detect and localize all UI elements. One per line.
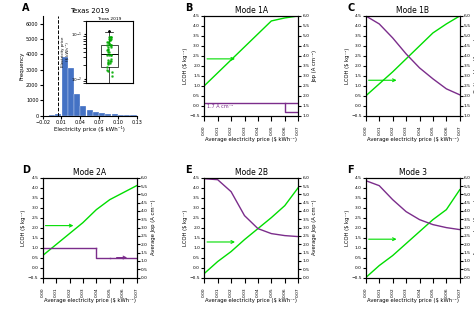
Title: Mode 2B: Mode 2B: [235, 168, 268, 177]
Title: Mode 3: Mode 3: [399, 168, 427, 177]
Text: A: A: [22, 3, 29, 13]
Bar: [124, 115, 130, 116]
Title: Mode 2A: Mode 2A: [73, 168, 106, 177]
Bar: [68, 68, 74, 116]
Text: D: D: [22, 165, 30, 175]
Y-axis label: LCOH ($ kg⁻¹): LCOH ($ kg⁻¹): [345, 48, 350, 84]
Title: Mode 1B: Mode 1B: [396, 6, 429, 15]
Bar: [80, 106, 86, 116]
Bar: [93, 112, 99, 116]
Title: Texas 2019: Texas 2019: [70, 8, 109, 14]
X-axis label: Electricity price ($ kWh⁻¹): Electricity price ($ kWh⁻¹): [54, 126, 125, 132]
Text: E: E: [185, 165, 192, 175]
Y-axis label: LCOH ($ kg⁻¹): LCOH ($ kg⁻¹): [21, 209, 27, 246]
Text: 1.7 A cm⁻²: 1.7 A cm⁻²: [207, 104, 233, 109]
Bar: [105, 114, 111, 116]
Y-axis label: Average Jop (A cm⁻²): Average Jop (A cm⁻²): [151, 200, 155, 256]
Y-axis label: Average Jop (A cm⁻²): Average Jop (A cm⁻²): [312, 200, 317, 256]
Bar: [87, 110, 93, 116]
Text: B: B: [185, 3, 193, 13]
Y-axis label: Jop (A cm⁻²): Jop (A cm⁻²): [312, 50, 317, 82]
Y-axis label: Frequency: Frequency: [19, 52, 25, 80]
Bar: [118, 115, 124, 116]
Bar: [99, 113, 105, 116]
Title: Mode 1A: Mode 1A: [235, 6, 268, 15]
Y-axis label: LCOH ($ kg⁻¹): LCOH ($ kg⁻¹): [345, 209, 350, 246]
Text: F: F: [347, 165, 354, 175]
X-axis label: Average electricity price ($ kWh⁻¹): Average electricity price ($ kWh⁻¹): [205, 137, 297, 142]
Y-axis label: LCOH ($ kg⁻¹): LCOH ($ kg⁻¹): [183, 48, 188, 84]
X-axis label: Average electricity price ($ kWh⁻¹): Average electricity price ($ kWh⁻¹): [205, 298, 297, 303]
Y-axis label: LCOH ($ kg⁻¹): LCOH ($ kg⁻¹): [183, 209, 188, 246]
Bar: [55, 114, 62, 116]
Bar: [111, 115, 118, 116]
Text: C: C: [347, 3, 354, 13]
X-axis label: Average electricity price ($ kWh⁻¹): Average electricity price ($ kWh⁻¹): [367, 137, 459, 142]
Bar: [74, 94, 80, 116]
X-axis label: Average electricity price ($ kWh⁻¹): Average electricity price ($ kWh⁻¹): [367, 298, 459, 303]
X-axis label: Average electricity price ($ kWh⁻¹): Average electricity price ($ kWh⁻¹): [44, 298, 136, 303]
Bar: [62, 57, 68, 116]
